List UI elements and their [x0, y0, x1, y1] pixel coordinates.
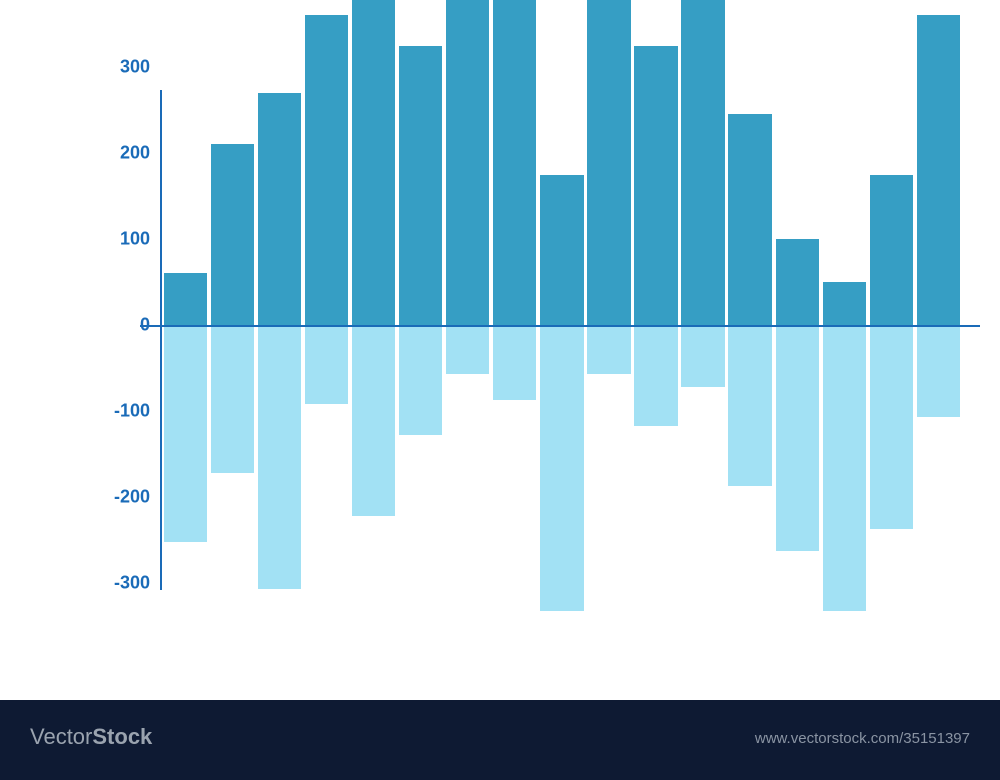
bar-positive: [352, 0, 395, 325]
y-tick-label: -300: [0, 573, 150, 594]
bar-positive: [305, 15, 348, 325]
bar-negative: [446, 327, 489, 374]
bar-negative: [776, 327, 819, 551]
y-tick-label: 0: [0, 315, 150, 336]
bar-positive: [446, 0, 489, 325]
watermark-right: www.vectorstock.com/35151397: [755, 730, 970, 747]
y-tick-label: -100: [0, 401, 150, 422]
bar-negative: [493, 327, 536, 400]
y-axis-line: [160, 90, 162, 590]
bar-negative: [305, 327, 348, 404]
y-tick-label: 100: [0, 229, 150, 250]
watermark-url: www.vectorstock.com/35151397: [755, 730, 970, 747]
bar-negative: [634, 327, 677, 426]
bar-negative: [823, 327, 866, 611]
watermark-left-suffix: Stock: [92, 724, 152, 749]
bar-negative: [587, 327, 630, 374]
bar-negative: [211, 327, 254, 473]
bar-positive: [870, 175, 913, 326]
bar-positive: [493, 0, 536, 325]
bar-positive: [776, 239, 819, 325]
bar-positive: [634, 46, 677, 326]
y-tick-label: 300: [0, 57, 150, 78]
bar-negative: [540, 327, 583, 611]
watermark-left-prefix: Vector: [30, 724, 92, 749]
bar-positive: [540, 175, 583, 326]
bar-negative: [352, 327, 395, 516]
bar-positive: [164, 273, 207, 325]
bar-negative: [164, 327, 207, 542]
bar-positive: [681, 0, 724, 325]
bar-negative: [870, 327, 913, 529]
bar-positive: [211, 144, 254, 325]
bar-positive: [728, 114, 771, 325]
bar-positive: [917, 15, 960, 325]
bar-negative: [728, 327, 771, 486]
bar-positive: [399, 46, 442, 326]
y-tick-label: -200: [0, 487, 150, 508]
watermark-left: VectorStock: [30, 724, 152, 750]
chart-container: 5004003002001000-100-200-300 VectorStock…: [0, 0, 1000, 780]
bar-negative: [258, 327, 301, 589]
y-tick-label: 200: [0, 143, 150, 164]
bar-positive: [823, 282, 866, 325]
bar-positive: [587, 0, 630, 325]
bar-positive: [258, 93, 301, 325]
bar-negative: [917, 327, 960, 417]
bar-negative: [681, 327, 724, 387]
bar-negative: [399, 327, 442, 435]
